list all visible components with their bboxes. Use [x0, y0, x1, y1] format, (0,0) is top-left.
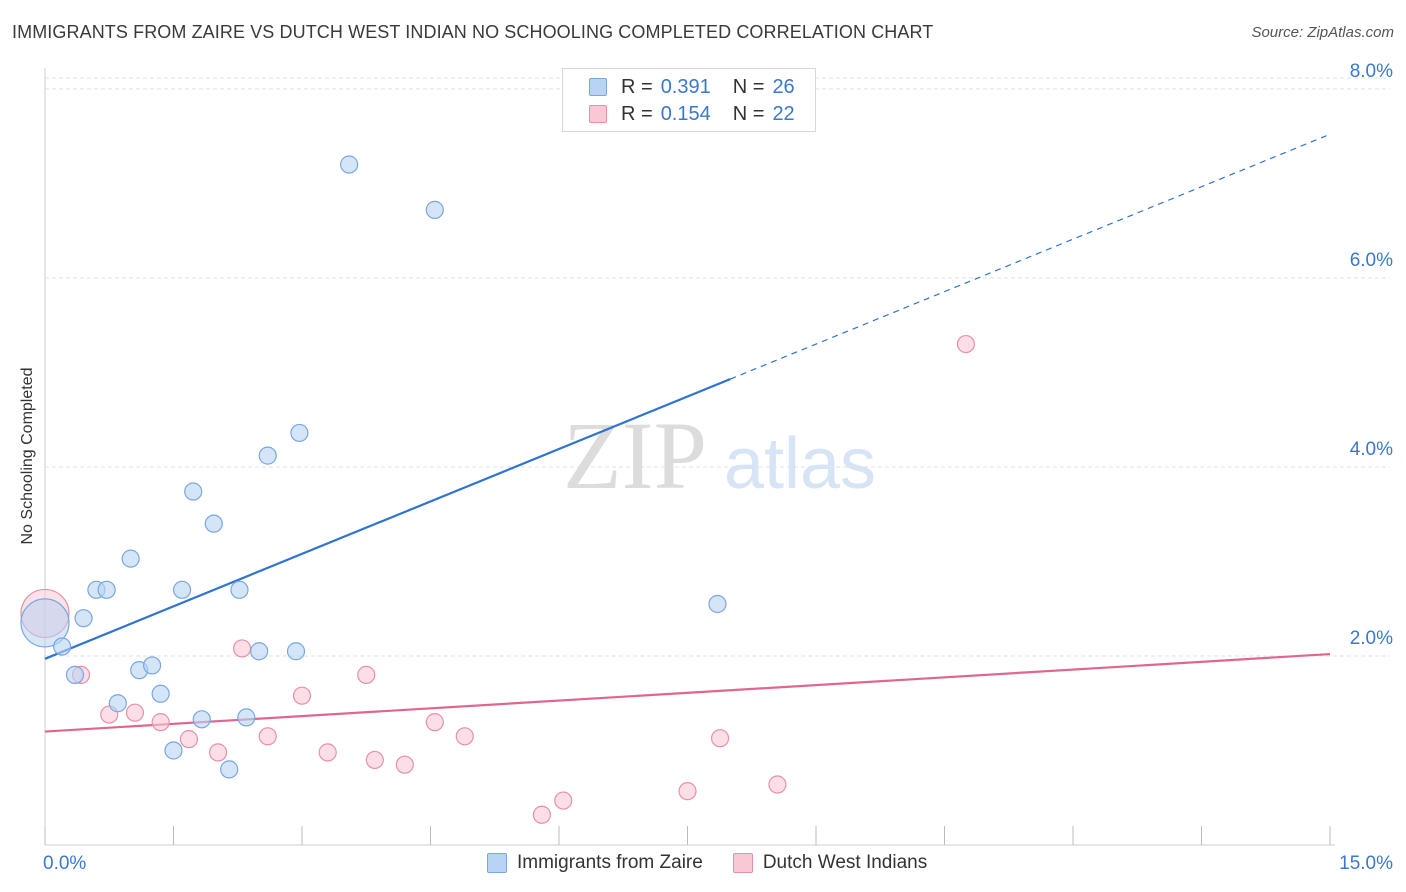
data-point-dutch-west-indians — [357, 665, 376, 684]
data-point-dutch-west-indians — [425, 713, 444, 732]
legend-row-series1: R = 0.391 N = 26 — [589, 75, 795, 99]
source-label: Source: ZipAtlas.com — [1251, 24, 1394, 41]
data-point-immigrants-from-zaire — [237, 708, 256, 727]
x-tick-label: 15.0% — [1339, 853, 1393, 874]
data-point-immigrants-from-zaire — [290, 423, 309, 443]
y-tick-label: 8.0% — [1350, 61, 1393, 82]
bottom-legend-swatch-pink — [732, 853, 753, 873]
grid-layer — [45, 77, 1390, 657]
data-point-immigrants-from-zaire — [20, 598, 70, 648]
data-point-immigrants-from-zaire — [74, 609, 93, 628]
data-point-immigrants-from-zaire — [258, 446, 277, 465]
bottom-legend-swatch-blue — [487, 853, 507, 873]
data-point-immigrants-from-zaire — [204, 514, 223, 533]
legend-r-value-1: 0.391 — [660, 75, 711, 98]
data-point-immigrants-from-zaire — [340, 155, 359, 174]
data-point-dutch-west-indians — [365, 750, 384, 770]
legend-r-value-2: 0.154 — [660, 102, 711, 125]
trend-line-series1 — [44, 378, 731, 660]
bottom-legend-item-series2: Dutch West Indians — [732, 852, 928, 874]
data-point-immigrants-from-zaire — [250, 642, 269, 661]
data-point-immigrants-from-zaire — [184, 482, 203, 501]
data-point-dutch-west-indians — [956, 334, 976, 354]
y-tick-label: 2.0% — [1350, 628, 1393, 649]
legend-swatch-blue — [589, 78, 607, 96]
data-point-dutch-west-indians — [678, 782, 697, 801]
data-point-immigrants-from-zaire — [172, 580, 192, 599]
trend-line-series1-extension — [730, 133, 1331, 380]
legend-n-label-1: N = — [732, 75, 765, 98]
trend-layer — [44, 133, 1331, 733]
data-point-immigrants-from-zaire — [220, 760, 239, 779]
bottom-legend-label-series1: Immigrants from Zaire — [517, 852, 703, 873]
data-point-dutch-west-indians — [455, 727, 474, 746]
data-point-dutch-west-indians — [554, 791, 573, 810]
data-point-immigrants-from-zaire — [286, 642, 306, 661]
data-point-dutch-west-indians — [395, 755, 414, 774]
legend-n-value-2: 22 — [772, 102, 795, 125]
legend-r-label-2: R = — [621, 102, 653, 125]
x-tick-label: 0.0% — [43, 853, 86, 874]
data-point-immigrants-from-zaire — [164, 741, 183, 760]
y-tick-label: 6.0% — [1350, 250, 1393, 271]
data-point-dutch-west-indians — [710, 729, 730, 748]
data-point-immigrants-from-zaire — [97, 580, 116, 599]
data-point-immigrants-from-zaire — [108, 694, 127, 713]
data-point-immigrants-from-zaire — [142, 656, 162, 675]
data-point-dutch-west-indians — [532, 805, 551, 824]
data-point-immigrants-from-zaire — [708, 594, 727, 614]
data-point-dutch-west-indians — [208, 743, 228, 762]
watermark-atlas: atlas — [724, 424, 876, 504]
data-point-dutch-west-indians — [318, 743, 337, 762]
data-point-dutch-west-indians — [292, 686, 312, 705]
watermark-zip: ZIP — [563, 402, 707, 509]
data-point-dutch-west-indians — [232, 639, 252, 658]
legend-r-label-1: R = — [621, 75, 653, 98]
data-point-dutch-west-indians — [151, 713, 170, 732]
legend-row-series2: R = 0.154 N = 22 — [589, 102, 795, 126]
data-point-immigrants-from-zaire — [192, 710, 211, 729]
data-point-immigrants-from-zaire — [121, 549, 140, 568]
y-tick-label: 4.0% — [1350, 439, 1393, 460]
legend-swatch-pink — [589, 105, 607, 123]
data-point-dutch-west-indians — [125, 703, 145, 722]
axis-layer: 2.0% 4.0% 6.0% 8.0% 0.0% 15.0% — [43, 61, 1393, 874]
data-point-dutch-west-indians — [768, 775, 787, 794]
data-point-immigrants-from-zaire — [65, 665, 85, 684]
watermark: ZIP atlas — [563, 402, 876, 509]
legend-n-value-1: 26 — [772, 75, 795, 98]
data-point-immigrants-from-zaire — [230, 580, 249, 599]
legend: R = 0.391 N = 26 R = 0.154 N = 22 — [562, 68, 816, 132]
trend-line-series2 — [44, 652, 1331, 733]
data-point-dutch-west-indians — [258, 727, 277, 746]
data-point-dutch-west-indians — [179, 730, 199, 749]
data-point-immigrants-from-zaire — [53, 637, 72, 656]
data-point-immigrants-from-zaire — [425, 200, 444, 219]
data-point-immigrants-from-zaire — [151, 684, 170, 703]
chart-title: IMMIGRANTS FROM ZAIRE VS DUTCH WEST INDI… — [12, 22, 934, 42]
points-layer — [20, 155, 976, 824]
bottom-legend: Immigrants from Zaire Dutch West Indians — [487, 852, 927, 874]
bottom-legend-label-series2: Dutch West Indians — [762, 852, 928, 873]
legend-n-label-2: N = — [732, 102, 765, 125]
bottom-legend-item-series1: Immigrants from Zaire — [487, 852, 703, 874]
